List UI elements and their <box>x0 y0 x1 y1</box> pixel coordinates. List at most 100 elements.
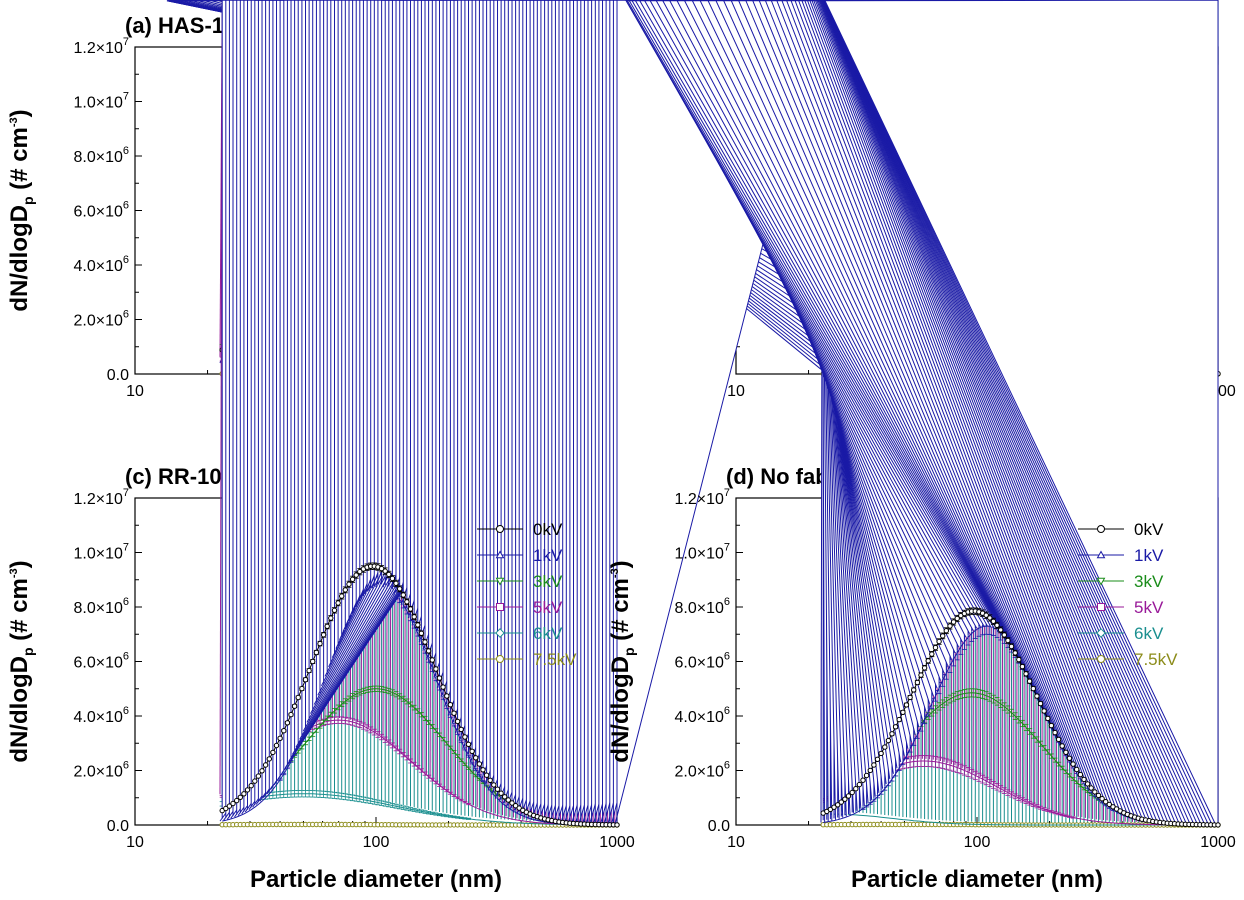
y-tick-label: 0.0 <box>708 818 730 835</box>
x-axis-label: Particle diameter (nm) <box>851 866 1103 893</box>
data-point <box>252 778 258 784</box>
data-point <box>317 640 323 647</box>
data-point <box>346 581 352 587</box>
legend-marker <box>496 525 504 533</box>
x-tick-label: 10 <box>126 383 144 400</box>
data-point <box>411 614 417 620</box>
data-point <box>476 761 483 767</box>
data-point <box>505 797 511 803</box>
data-point <box>393 580 399 586</box>
data-point <box>491 782 497 788</box>
data-point <box>458 726 464 733</box>
legend-marker <box>496 655 504 663</box>
data-point <box>262 762 269 768</box>
data-point <box>462 734 468 740</box>
data-point <box>382 568 388 574</box>
x-tick-label: 10 <box>727 383 745 400</box>
data-point <box>295 694 301 701</box>
data-point <box>494 786 501 792</box>
data-point <box>440 684 446 690</box>
data-point <box>502 794 508 800</box>
y-tick-label: 1.2×107 <box>73 36 129 57</box>
series-0kV <box>219 562 620 828</box>
y-tick-label: 1.2×107 <box>674 487 730 508</box>
y-tick-label: 6.0×106 <box>674 651 730 672</box>
data-point <box>465 741 472 747</box>
data-point <box>389 575 396 582</box>
y-tick-label: 6.0×106 <box>73 651 129 672</box>
data-point <box>473 755 479 761</box>
legend-entry: 1kV <box>533 546 563 565</box>
y-tick-label: 4.0×106 <box>73 254 129 275</box>
y-tick-label: 8.0×106 <box>73 145 129 166</box>
y-tick-label: 8.0×106 <box>674 596 730 617</box>
data-point <box>429 657 435 663</box>
y-tick-label: 4.0×106 <box>674 705 730 726</box>
data-point <box>223 805 229 812</box>
y-tick-label: 1.0×107 <box>73 542 129 563</box>
data-point <box>425 648 432 654</box>
x-tick-label: 10 <box>727 834 745 851</box>
y-axis-label: dN/dlogDp (# cm-3) <box>6 109 36 311</box>
data-point <box>291 703 298 709</box>
legend-entry: 3kV <box>533 572 563 591</box>
data-point <box>454 718 461 725</box>
y-tick-label: 4.0×106 <box>73 705 129 726</box>
legend-marker <box>495 577 505 586</box>
data-point <box>277 735 283 741</box>
data-point <box>433 666 439 672</box>
data-point <box>273 742 280 749</box>
x-tick-label: 1000 <box>1200 834 1236 851</box>
data-point <box>357 568 363 575</box>
y-axis-label: dN/dlogDp (# cm-3) <box>6 560 36 762</box>
x-tick-label: 100 <box>964 834 991 851</box>
data-point <box>415 622 421 628</box>
x-tick-label: 10 <box>126 834 144 851</box>
data-point <box>400 592 406 598</box>
data-point <box>259 768 265 774</box>
data-point <box>234 797 240 804</box>
data-point <box>302 677 309 683</box>
chart-panel-4: (d) No fabric0.02.0×1064.0×1066.0×1068.0… <box>607 0 1236 893</box>
data-point <box>378 565 385 572</box>
y-tick-label: 1.2×107 <box>73 487 129 508</box>
data-point <box>306 667 312 674</box>
data-point <box>404 599 410 605</box>
data-point <box>480 767 486 773</box>
data-point <box>418 630 425 636</box>
data-point <box>386 571 392 578</box>
y-tick-label: 6.0×106 <box>73 200 129 221</box>
data-point <box>255 773 262 779</box>
y-tick-label: 2.0×106 <box>674 760 730 781</box>
data-point <box>469 748 475 754</box>
legend-marker <box>495 628 505 638</box>
data-point <box>447 702 454 708</box>
data-point <box>230 800 236 807</box>
series-line <box>222 793 617 826</box>
data-point <box>266 756 272 762</box>
data-point <box>310 658 316 665</box>
data-point <box>422 639 428 645</box>
data-point <box>281 728 287 734</box>
data-point <box>512 803 519 809</box>
data-point <box>288 711 294 718</box>
data-point <box>335 600 341 606</box>
data-point <box>284 720 291 726</box>
legend-entry: 6kV <box>533 624 563 643</box>
data-point <box>248 783 254 789</box>
data-point <box>331 607 338 613</box>
data-point <box>226 803 233 809</box>
data-point <box>444 693 450 699</box>
data-point <box>313 649 320 656</box>
chart-panel-3: (c) RR-10(S)F1SS/DSL0.02.0×1064.0×1066.0… <box>6 0 826 893</box>
y-tick-label: 0.0 <box>107 367 129 384</box>
data-point <box>451 710 457 716</box>
data-point <box>614 822 620 828</box>
data-point <box>244 787 251 793</box>
data-point <box>339 593 345 599</box>
y-tick-label: 2.0×106 <box>73 760 129 781</box>
data-point <box>237 794 244 800</box>
legend-marker <box>496 603 504 611</box>
legend-entry: 5kV <box>533 598 563 617</box>
